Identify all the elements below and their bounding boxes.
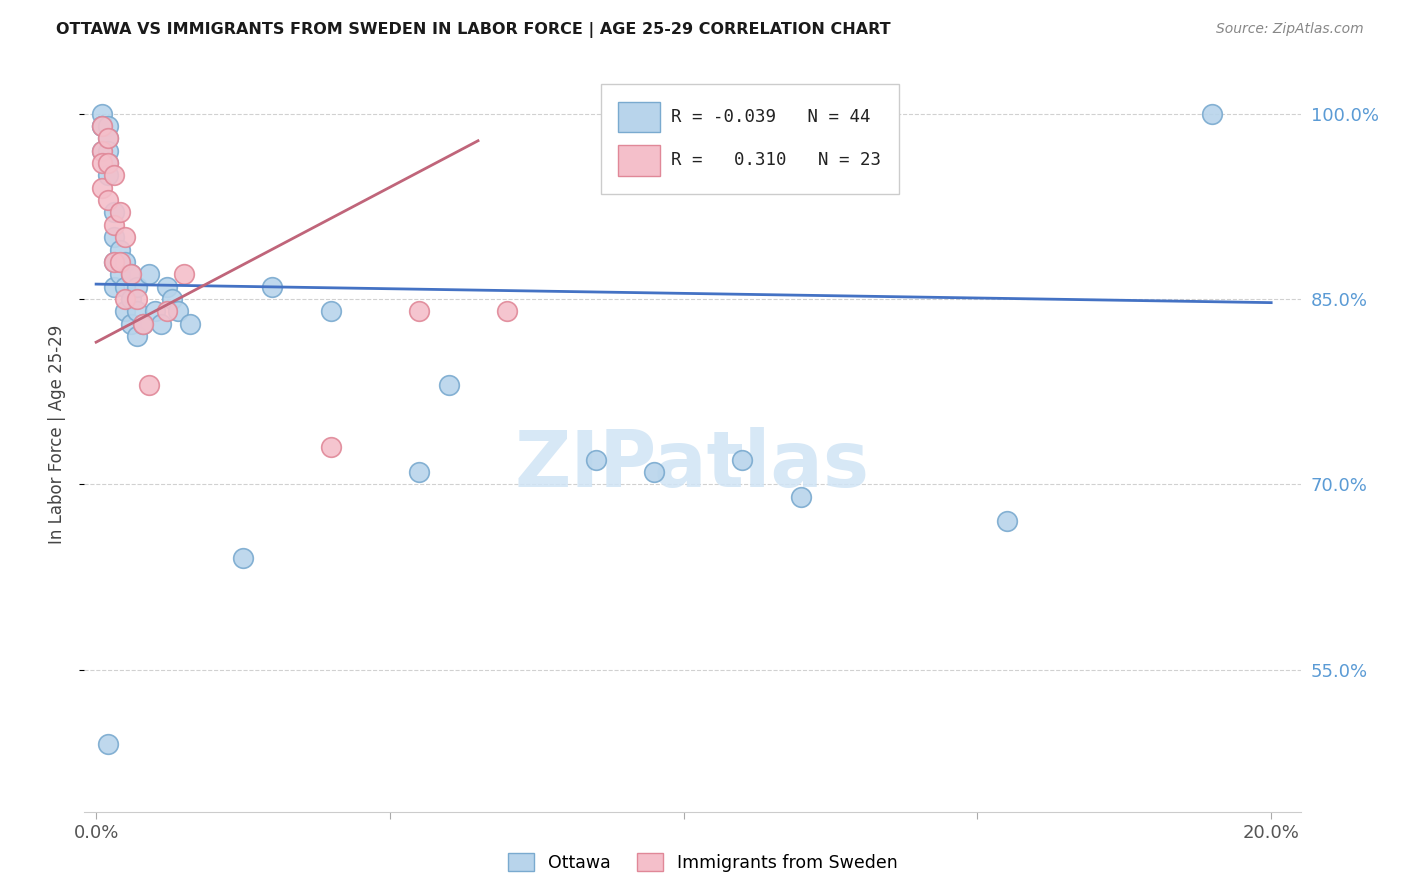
Point (103, 255, 125, 269)
Point (995, 514, 1018, 528)
Point (91, 144, 114, 158)
Point (97, 156, 120, 170)
Point (138, 378, 160, 392)
Point (173, 267, 195, 281)
Point (120, 267, 142, 281)
Point (91, 119, 114, 133)
Point (496, 304, 519, 318)
Point (321, 304, 343, 318)
Text: ZIPatlas: ZIPatlas (515, 427, 870, 503)
Point (1201, 106, 1223, 120)
Point (408, 465, 430, 479)
Point (91, 119, 114, 133)
FancyBboxPatch shape (602, 85, 900, 194)
Point (91, 119, 114, 133)
Point (132, 317, 155, 331)
Text: Source: ZipAtlas.com: Source: ZipAtlas.com (1216, 22, 1364, 37)
Point (179, 317, 201, 331)
Point (108, 205, 131, 219)
Point (103, 169, 125, 183)
Point (156, 279, 179, 293)
FancyBboxPatch shape (619, 102, 659, 132)
Point (127, 329, 149, 343)
Point (97, 119, 120, 133)
FancyBboxPatch shape (619, 145, 659, 176)
Point (103, 230, 125, 244)
Point (585, 452, 607, 467)
Point (114, 304, 136, 318)
Point (97, 131, 120, 145)
Point (108, 267, 131, 281)
Point (790, 490, 813, 504)
Point (97, 169, 120, 183)
Point (91, 144, 114, 158)
Point (108, 255, 131, 269)
Point (167, 304, 190, 318)
Point (97, 156, 120, 170)
Point (97, 193, 120, 207)
Point (103, 218, 125, 232)
Point (97, 144, 120, 158)
Point (120, 317, 142, 331)
Point (731, 452, 754, 467)
Point (643, 465, 665, 479)
Point (127, 279, 149, 293)
Point (114, 230, 136, 244)
Point (437, 378, 460, 392)
Point (114, 279, 136, 293)
Legend: Ottawa, Immigrants from Sweden: Ottawa, Immigrants from Sweden (502, 847, 904, 879)
Point (408, 304, 430, 318)
Point (108, 243, 131, 257)
Point (114, 255, 136, 269)
Point (127, 292, 149, 306)
Point (97, 131, 120, 145)
Point (91, 180, 114, 194)
Point (232, 551, 254, 566)
Point (103, 279, 125, 293)
Point (91, 156, 114, 170)
Point (156, 304, 179, 318)
Text: OTTAWA VS IMMIGRANTS FROM SWEDEN IN LABOR FORCE | AGE 25-29 CORRELATION CHART: OTTAWA VS IMMIGRANTS FROM SWEDEN IN LABO… (56, 22, 891, 38)
Point (262, 279, 284, 293)
Text: R =   0.310   N = 23: R = 0.310 N = 23 (671, 152, 880, 169)
Point (143, 304, 166, 318)
Point (162, 292, 184, 306)
Point (103, 205, 125, 219)
Point (132, 317, 155, 331)
Point (114, 292, 136, 306)
Point (91, 106, 114, 120)
Point (120, 292, 142, 306)
Y-axis label: In Labor Force | Age 25-29: In Labor Force | Age 25-29 (48, 326, 66, 544)
Point (149, 317, 172, 331)
Text: R = -0.039   N = 44: R = -0.039 N = 44 (671, 108, 870, 126)
Point (120, 267, 142, 281)
Point (321, 440, 343, 454)
Point (138, 267, 160, 281)
Point (127, 304, 149, 318)
Point (103, 255, 125, 269)
Point (97, 737, 120, 751)
